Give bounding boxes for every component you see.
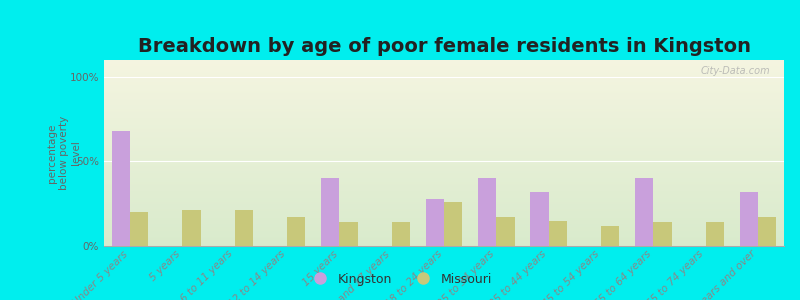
Bar [426, 199, 444, 246]
Bar [182, 211, 201, 246]
Bar [130, 212, 149, 246]
Bar [654, 222, 671, 246]
Legend: Kingston, Missouri: Kingston, Missouri [302, 268, 498, 291]
Bar [392, 222, 410, 246]
Bar [530, 192, 549, 246]
Bar [444, 202, 462, 246]
Bar [287, 217, 306, 246]
Bar [706, 222, 724, 246]
Text: City-Data.com: City-Data.com [701, 66, 770, 76]
Bar [234, 211, 253, 246]
Bar [496, 217, 514, 246]
Bar [635, 178, 654, 246]
Bar [549, 220, 567, 246]
Bar [112, 131, 130, 246]
Bar [758, 217, 776, 246]
Bar [339, 222, 358, 246]
Bar [601, 226, 619, 246]
Y-axis label: percentage
below poverty
level: percentage below poverty level [47, 116, 81, 190]
Bar [478, 178, 496, 246]
Bar [739, 192, 758, 246]
Bar [321, 178, 339, 246]
Title: Breakdown by age of poor female residents in Kingston: Breakdown by age of poor female resident… [138, 37, 750, 56]
